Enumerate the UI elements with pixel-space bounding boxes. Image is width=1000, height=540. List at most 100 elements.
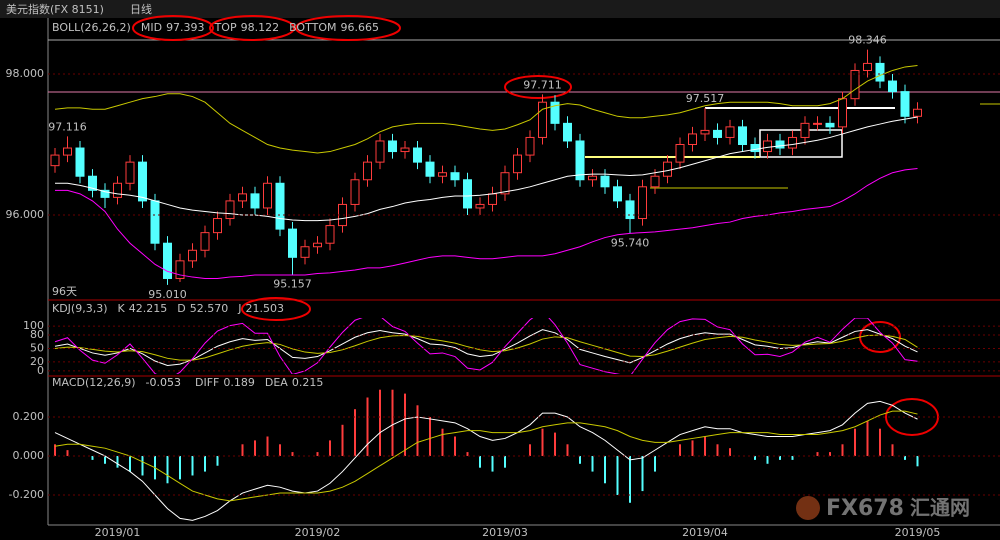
macd-bar [441,428,444,456]
macd-bar [854,428,856,456]
macd-bar [66,450,69,456]
legend-name: MID [141,21,162,34]
macd-bar [779,455,781,460]
macd-bar [916,455,919,467]
legend-entry: J 21.503 [237,302,284,315]
legend-entry: DEA 0.215 [265,376,323,389]
candle-body [475,203,485,209]
macd-bar [329,440,331,456]
macd-bar [566,444,569,456]
legend-entry: D 52.570 [177,302,228,315]
candle-body [663,161,672,177]
candle-body [850,69,860,100]
macd-bar [691,440,694,456]
price-annotation: 97.116 [48,120,87,133]
y-tick-label: 0.200 [13,410,45,423]
macd-bar [641,455,644,492]
y-tick-label: 98.000 [6,67,45,80]
macd-bar [479,455,481,468]
candle-body [50,154,60,167]
candle-body [625,200,635,220]
legend-entry: -0.053 [146,376,181,389]
candle-body [538,101,547,138]
symbol-title: 美元指数(FX 8151) [6,2,104,16]
y-tick-label: 80 [30,328,44,341]
candle-body [363,161,372,181]
legend-value: 0.215 [292,376,324,389]
y-tick-label: 0 [37,364,44,377]
candle-body [63,147,72,156]
macd-bar [204,455,206,472]
panel [54,318,918,374]
candle-body [838,98,847,128]
period-button[interactable]: 日线 [130,2,152,16]
candle-body [500,172,510,195]
macd-bar [166,455,169,484]
series-line [54,410,918,502]
macd-bar [904,455,906,460]
candle-body [800,122,810,138]
candle-body [488,193,497,205]
legend-name: D [177,302,185,315]
macd-bar [604,455,606,484]
candle-body [75,147,85,177]
candle-body [463,179,472,209]
legend-name: TOP [214,21,237,34]
legend-entry: BOTTOM 96.665 [289,21,379,34]
candle-body [888,80,897,93]
candle-body [575,140,585,181]
candle-body [125,161,135,184]
candle-body [450,172,460,181]
candle-body [213,218,222,234]
panel [50,49,922,285]
candle-body [588,175,597,181]
legend-value: 42.215 [129,302,168,315]
candle-body [400,147,410,153]
macd-bar [316,452,319,456]
candle-body [388,140,397,153]
legend-title: KDJ(9,3,3) [52,302,108,315]
candle-body [825,122,835,128]
candle-body [738,126,747,146]
macd-bar [866,420,869,456]
highlight [504,75,572,99]
candle-body [913,108,922,117]
y-tick-label: 96.000 [6,208,45,221]
candle-body [288,228,297,258]
candle-body [375,140,385,163]
macd-bar [541,428,544,456]
highlight [209,15,295,41]
candle-body [238,193,247,202]
price-annotation: 95.157 [273,277,312,290]
candle-body [150,200,160,244]
macd-bar [391,389,394,456]
legend-value: 96.665 [340,21,379,34]
legend-entry: TOP 98.122 [214,21,280,34]
legend-name: K [118,302,126,315]
legend-entry: MID 97.393 [141,21,205,34]
candle-body [600,175,610,188]
candle-body [88,175,97,191]
x-tick-label: 2019/01 [95,526,141,539]
candle-body [675,144,685,163]
candle-body [763,140,772,153]
macd-bar [529,444,531,456]
macd-bar [841,444,844,456]
candle-body [513,154,522,174]
candle-body [900,91,910,117]
series-line [54,400,918,521]
macd-bar [241,444,244,456]
legend-name: J [237,302,241,315]
macd-bar [754,455,756,460]
x-tick-label: 2019/02 [295,526,341,539]
watermark-text: 汇通网 [910,496,970,520]
macd-bar [829,452,831,456]
title-bar [0,0,1000,18]
macd-bar [379,389,381,456]
candle-body [775,140,785,149]
candle-body [688,133,697,146]
candle-body [225,200,235,220]
candle-body [438,172,447,177]
macd-bar [366,397,369,456]
legend-entry: K 42.215 [118,302,168,315]
